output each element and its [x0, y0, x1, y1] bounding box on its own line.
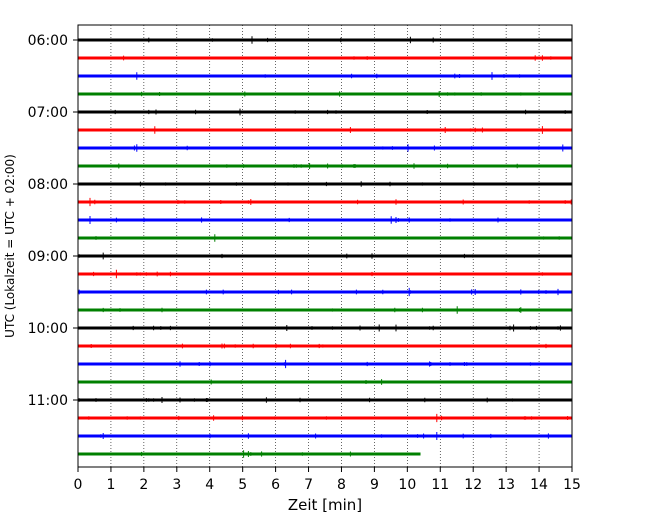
x-tick-label: 0	[74, 477, 83, 493]
x-tick-label: 2	[139, 477, 148, 493]
y-tick-label: 11:00	[28, 393, 68, 409]
y-tick-label: 08:00	[28, 177, 68, 193]
x-axis-ticks: 0 1 2 3 4 5 6 7 8 9 10 11 12 13 14 15	[74, 467, 581, 493]
x-tick-label: 10	[398, 477, 416, 493]
x-tick-label: 11	[431, 477, 449, 493]
x-tick-label: 6	[271, 477, 280, 493]
x-tick-label: 4	[205, 477, 214, 493]
y-tick-label: 07:00	[28, 105, 68, 121]
x-tick-label: 14	[530, 477, 548, 493]
trace-lines	[77, 36, 572, 458]
x-tick-label: 9	[370, 477, 379, 493]
x-tick-label: 1	[106, 477, 115, 493]
y-axis-ticks: 06:00 07:00 08:00 09:00 10:00 11:00	[28, 33, 78, 409]
x-tick-label: 13	[497, 477, 515, 493]
x-tick-label: 7	[304, 477, 313, 493]
x-tick-label: 12	[464, 477, 482, 493]
y-tick-label: 09:00	[28, 249, 68, 265]
x-tick-label: 3	[172, 477, 181, 493]
x-tick-label: 5	[238, 477, 247, 493]
x-axis-label: Zeit [min]	[288, 496, 362, 514]
x-tick-label: 8	[337, 477, 346, 493]
x-tick-label: 15	[563, 477, 581, 493]
y-tick-label: 06:00	[28, 33, 68, 49]
plot-frame	[77, 24, 573, 468]
y-tick-label: 10:00	[28, 321, 68, 337]
y-axis-label: UTC (Lokalzeit = UTC + 02:00)	[3, 154, 17, 338]
